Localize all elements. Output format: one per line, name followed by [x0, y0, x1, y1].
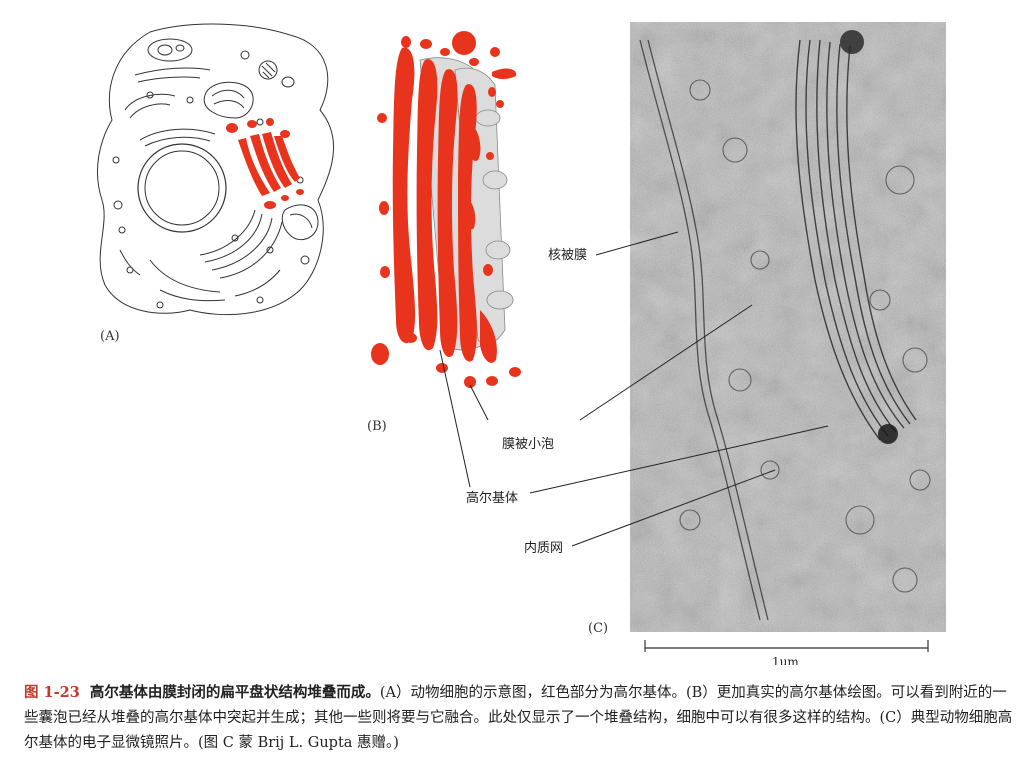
label-nuclear-envelope: 核被膜 [548, 248, 587, 263]
panel-a-cell-diagram [96, 23, 334, 316]
panel-a-golgi [226, 118, 304, 209]
panel-b-golgi-drawing [371, 31, 521, 388]
scale-bar-label: 1μm [772, 655, 799, 665]
figure-number: 图 1-23 [24, 684, 80, 701]
figure-title: 高尔基体由膜封闭的扁平盘状结构堆叠而成。 [89, 684, 380, 701]
label-golgi: 高尔基体 [466, 490, 518, 506]
callout-lines [439, 231, 829, 547]
label-er: 内质网 [524, 540, 563, 556]
panel-c-micrograph [630, 22, 946, 632]
figure: (A) [96, 22, 946, 665]
panel-b-label: (B) [367, 419, 387, 434]
panel-c-label: (C) [588, 621, 608, 636]
panel-a-label: (A) [100, 329, 120, 344]
label-vesicles: 膜被小泡 [502, 437, 554, 452]
figure-caption: 图 1-23 高尔基体由膜封闭的扁平盘状结构堆叠而成。(A）动物细胞的示意图，红色… [24, 680, 1014, 756]
scale-bar [644, 640, 929, 652]
caption-body: (A）动物细胞的示意图，红色部分为高尔基体。(B）更加真实的高尔基体绘图。可以看… [24, 685, 1013, 751]
